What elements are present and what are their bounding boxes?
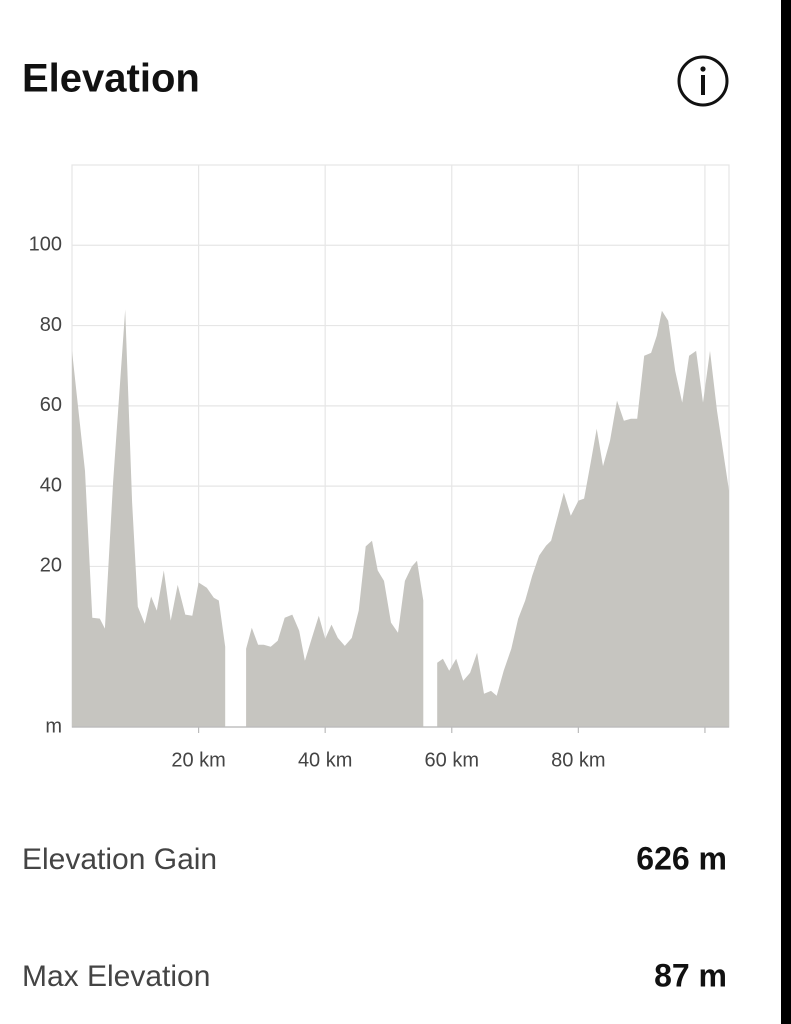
plot: m 20 40 60 80 100 20 km 40 km 60 km 80 km bbox=[29, 165, 729, 771]
stat-value: 87 m bbox=[654, 957, 727, 993]
elevation-area bbox=[72, 309, 729, 727]
info-button[interactable] bbox=[677, 55, 729, 107]
y-tick-label: 60 bbox=[40, 394, 62, 416]
section-title: Elevation bbox=[22, 57, 200, 101]
stat-label: Elevation Gain bbox=[22, 843, 217, 876]
screen-edge bbox=[781, 0, 791, 1024]
info-icon bbox=[677, 55, 729, 107]
y-tick-label: 20 bbox=[40, 555, 62, 577]
y-tick-label: 100 bbox=[29, 234, 62, 256]
x-tick-label: 40 km bbox=[298, 749, 352, 771]
y-tick-label: 80 bbox=[40, 314, 62, 336]
stats: Elevation Gain 626 m Max Elevation 87 m bbox=[22, 840, 727, 993]
info-icon-dot bbox=[700, 66, 706, 72]
stat-label: Max Elevation bbox=[22, 960, 210, 993]
x-tick-label: 20 km bbox=[171, 749, 225, 771]
y-tick-label: 40 bbox=[40, 474, 62, 496]
x-tick-label: 80 km bbox=[551, 749, 605, 771]
y-tick-label: m bbox=[45, 715, 62, 737]
info-icon-stem bbox=[701, 75, 705, 95]
stat-value: 626 m bbox=[636, 840, 727, 876]
x-tick-label: 60 km bbox=[425, 749, 479, 771]
